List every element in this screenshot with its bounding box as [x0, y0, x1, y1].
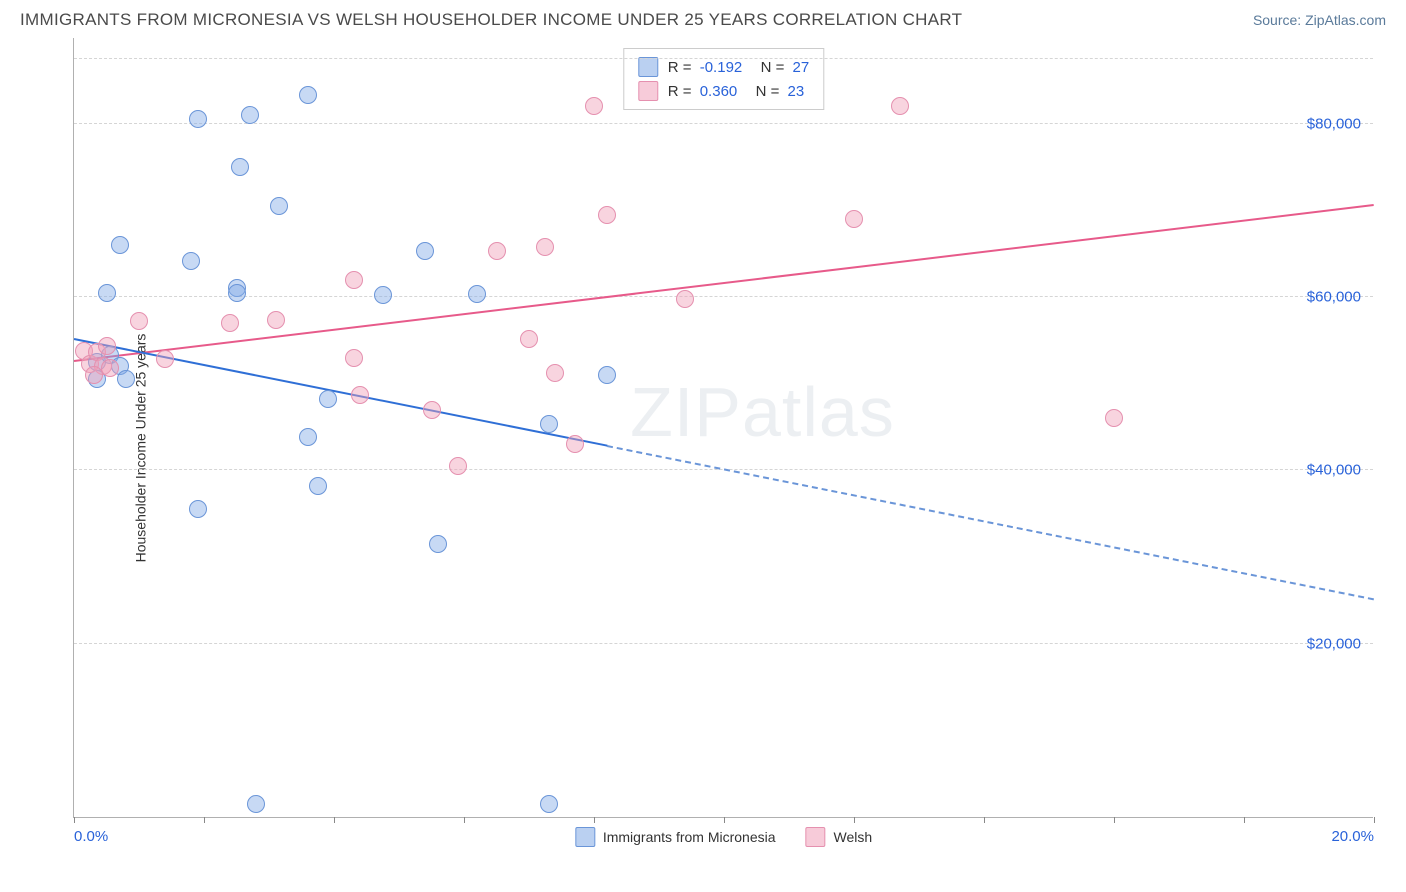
stat-r-label: R = 0.360 — [668, 83, 737, 100]
scatter-point — [351, 386, 369, 404]
y-tick-label: $20,000 — [1307, 635, 1361, 652]
scatter-point — [540, 795, 558, 813]
scatter-point — [98, 337, 116, 355]
scatter-point — [891, 97, 909, 115]
stat-n-label: N = 23 — [747, 83, 804, 100]
swatch-icon — [575, 827, 595, 847]
gridline-horizontal — [74, 296, 1373, 297]
scatter-point — [299, 428, 317, 446]
scatter-point — [1105, 409, 1123, 427]
x-tick — [1374, 817, 1375, 823]
x-tick-label: 0.0% — [74, 828, 108, 845]
y-tick-label: $80,000 — [1307, 115, 1361, 132]
y-tick-label: $60,000 — [1307, 289, 1361, 306]
gridline-horizontal — [74, 643, 1373, 644]
chart-title: IMMIGRANTS FROM MICRONESIA VS WELSH HOUS… — [20, 10, 962, 30]
scatter-point — [449, 457, 467, 475]
scatter-point — [241, 106, 259, 124]
legend-item-blue: Immigrants from Micronesia — [575, 827, 776, 847]
scatter-point — [345, 271, 363, 289]
stat-r-label: R = -0.192 — [668, 59, 742, 76]
legend-bottom: Immigrants from Micronesia Welsh — [575, 827, 872, 847]
scatter-point — [423, 401, 441, 419]
scatter-point — [540, 415, 558, 433]
scatter-point — [520, 330, 538, 348]
scatter-point — [189, 110, 207, 128]
chart-container: Householder Income Under 25 years ZIPatl… — [18, 38, 1388, 858]
scatter-point — [585, 97, 603, 115]
x-tick — [594, 817, 595, 823]
scatter-point — [111, 236, 129, 254]
scatter-point — [182, 252, 200, 270]
scatter-point — [231, 158, 249, 176]
trend-line — [607, 445, 1374, 600]
legend-label: Welsh — [834, 829, 873, 845]
stat-row-pink: R = 0.360 N = 23 — [638, 79, 809, 103]
watermark: ZIPatlas — [630, 372, 895, 452]
chart-header: IMMIGRANTS FROM MICRONESIA VS WELSH HOUS… — [0, 0, 1406, 38]
scatter-point — [85, 366, 103, 384]
x-tick — [74, 817, 75, 823]
scatter-point — [429, 535, 447, 553]
x-tick — [334, 817, 335, 823]
x-tick — [204, 817, 205, 823]
x-tick — [984, 817, 985, 823]
x-tick — [854, 817, 855, 823]
x-tick — [724, 817, 725, 823]
swatch-icon — [638, 81, 658, 101]
y-tick-label: $40,000 — [1307, 462, 1361, 479]
x-tick — [1244, 817, 1245, 823]
scatter-point — [676, 290, 694, 308]
scatter-point — [598, 366, 616, 384]
scatter-point — [374, 286, 392, 304]
x-tick-label: 20.0% — [1331, 828, 1374, 845]
scatter-point — [117, 370, 135, 388]
trend-line — [74, 204, 1374, 362]
gridline-horizontal — [74, 123, 1373, 124]
scatter-point — [468, 285, 486, 303]
swatch-icon — [638, 57, 658, 77]
scatter-point — [299, 86, 317, 104]
scatter-point — [130, 312, 148, 330]
scatter-point — [319, 390, 337, 408]
scatter-point — [228, 284, 246, 302]
scatter-point — [267, 311, 285, 329]
stat-n-label: N = 27 — [752, 59, 809, 76]
trend-line — [74, 338, 607, 447]
scatter-point — [98, 284, 116, 302]
scatter-point — [566, 435, 584, 453]
source-attribution: Source: ZipAtlas.com — [1253, 12, 1386, 28]
scatter-point — [247, 795, 265, 813]
scatter-point — [270, 197, 288, 215]
scatter-point — [488, 242, 506, 260]
gridline-horizontal — [74, 58, 1373, 59]
scatter-point — [546, 364, 564, 382]
scatter-point — [221, 314, 239, 332]
swatch-icon — [806, 827, 826, 847]
scatter-point — [309, 477, 327, 495]
scatter-point — [416, 242, 434, 260]
scatter-point — [101, 359, 119, 377]
legend-label: Immigrants from Micronesia — [603, 829, 776, 845]
x-tick — [464, 817, 465, 823]
x-tick — [1114, 817, 1115, 823]
scatter-point — [598, 206, 616, 224]
scatter-point — [156, 350, 174, 368]
plot-area: ZIPatlas R = -0.192 N = 27 R = 0.360 N =… — [73, 38, 1373, 818]
scatter-point — [536, 238, 554, 256]
scatter-point — [345, 349, 363, 367]
legend-item-pink: Welsh — [806, 827, 873, 847]
scatter-point — [845, 210, 863, 228]
scatter-point — [189, 500, 207, 518]
